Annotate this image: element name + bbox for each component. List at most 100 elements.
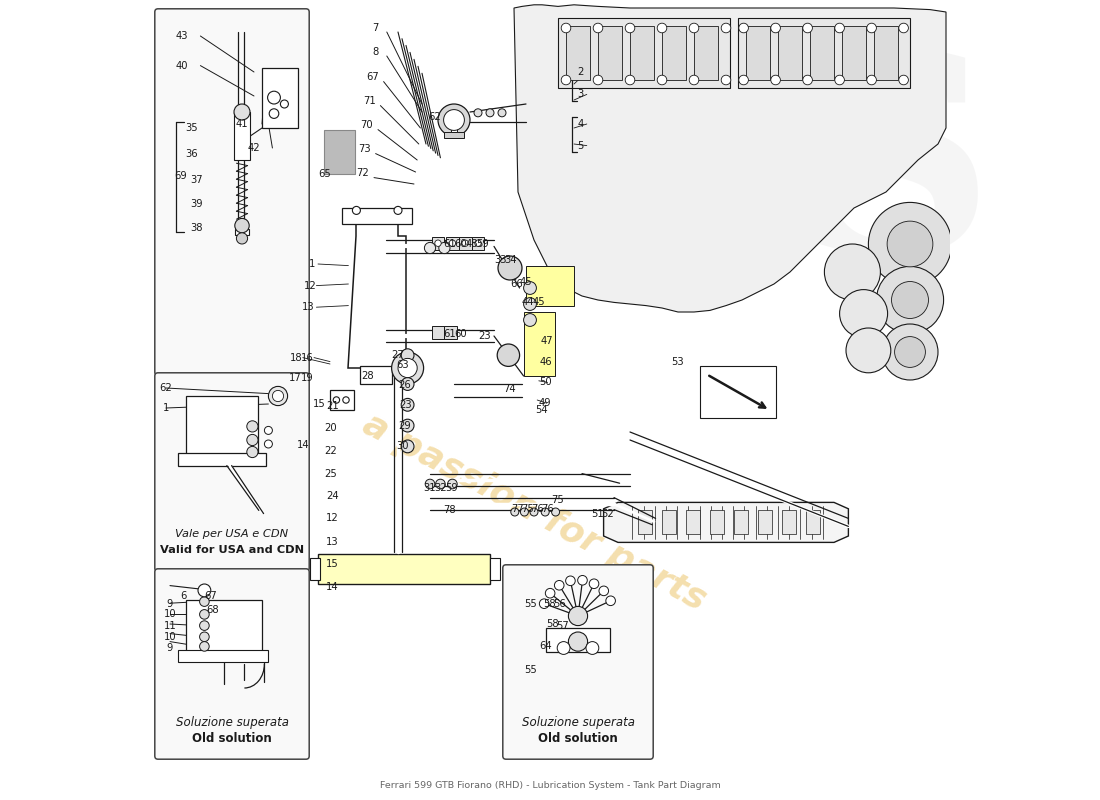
Text: 62: 62 bbox=[428, 112, 441, 122]
Text: 10: 10 bbox=[164, 610, 176, 619]
Bar bbox=[431, 237, 444, 250]
Text: 31: 31 bbox=[424, 483, 437, 493]
Circle shape bbox=[198, 584, 211, 597]
Bar bbox=[782, 510, 796, 534]
Circle shape bbox=[554, 581, 564, 590]
Bar bbox=[630, 26, 654, 80]
Text: 78: 78 bbox=[443, 505, 455, 514]
Circle shape bbox=[722, 23, 730, 33]
Circle shape bbox=[891, 282, 928, 318]
Text: 28: 28 bbox=[361, 371, 374, 381]
Text: 15: 15 bbox=[326, 559, 339, 569]
FancyBboxPatch shape bbox=[155, 9, 309, 375]
Text: 27: 27 bbox=[392, 350, 405, 360]
Circle shape bbox=[690, 23, 698, 33]
Text: 23: 23 bbox=[399, 400, 412, 410]
Text: 35: 35 bbox=[185, 123, 198, 133]
Circle shape bbox=[264, 426, 273, 434]
Text: 24: 24 bbox=[326, 491, 339, 501]
Text: 39: 39 bbox=[190, 199, 202, 209]
Circle shape bbox=[541, 508, 549, 516]
Bar bbox=[310, 558, 320, 580]
Text: 60: 60 bbox=[454, 239, 466, 249]
Circle shape bbox=[722, 75, 730, 85]
Circle shape bbox=[739, 75, 748, 85]
Text: Soluzione superata: Soluzione superata bbox=[176, 716, 288, 729]
Circle shape bbox=[475, 240, 481, 246]
Circle shape bbox=[899, 75, 909, 85]
Bar bbox=[444, 132, 463, 138]
Bar bbox=[638, 510, 652, 534]
Circle shape bbox=[439, 242, 450, 254]
Circle shape bbox=[606, 596, 615, 606]
Text: 25: 25 bbox=[324, 469, 338, 478]
Circle shape bbox=[565, 576, 575, 586]
Circle shape bbox=[657, 75, 667, 85]
Text: 13: 13 bbox=[302, 302, 315, 312]
Text: 38: 38 bbox=[190, 223, 202, 233]
Text: 42: 42 bbox=[248, 143, 261, 153]
Text: 14: 14 bbox=[297, 440, 310, 450]
Bar bbox=[262, 68, 298, 128]
Circle shape bbox=[402, 378, 414, 390]
Circle shape bbox=[524, 298, 537, 310]
Bar bbox=[874, 26, 898, 80]
Text: 61: 61 bbox=[443, 239, 456, 249]
Circle shape bbox=[524, 314, 537, 326]
Text: 57: 57 bbox=[557, 621, 569, 630]
Text: 59: 59 bbox=[476, 239, 490, 249]
Circle shape bbox=[434, 240, 441, 246]
Circle shape bbox=[551, 508, 560, 516]
Bar bbox=[738, 18, 910, 88]
Circle shape bbox=[343, 397, 349, 403]
Text: 18: 18 bbox=[290, 353, 303, 362]
Circle shape bbox=[561, 75, 571, 85]
Circle shape bbox=[657, 23, 667, 33]
Text: 6: 6 bbox=[180, 591, 187, 601]
Text: 21: 21 bbox=[326, 402, 339, 411]
Circle shape bbox=[894, 337, 925, 367]
Circle shape bbox=[273, 390, 284, 402]
Circle shape bbox=[449, 240, 455, 246]
Bar bbox=[186, 396, 258, 456]
Polygon shape bbox=[349, 220, 406, 368]
Text: 36: 36 bbox=[185, 149, 198, 158]
Bar bbox=[758, 510, 772, 534]
Text: 72: 72 bbox=[356, 168, 370, 178]
Text: a passion for parts: a passion for parts bbox=[356, 407, 712, 617]
Text: 46: 46 bbox=[540, 357, 552, 366]
Circle shape bbox=[877, 266, 944, 334]
Text: 11: 11 bbox=[164, 621, 176, 630]
Text: 12: 12 bbox=[304, 281, 317, 290]
Bar bbox=[178, 650, 267, 662]
Text: 54: 54 bbox=[536, 406, 548, 415]
Text: 58: 58 bbox=[546, 619, 559, 629]
Bar bbox=[686, 510, 701, 534]
Text: 76: 76 bbox=[541, 504, 554, 514]
Text: 61: 61 bbox=[443, 330, 456, 339]
Circle shape bbox=[402, 419, 414, 432]
Text: 65: 65 bbox=[318, 170, 331, 179]
Circle shape bbox=[625, 23, 635, 33]
Text: 40: 40 bbox=[176, 61, 188, 70]
Text: 5: 5 bbox=[578, 141, 584, 150]
Circle shape bbox=[246, 421, 258, 432]
Circle shape bbox=[600, 586, 608, 596]
Text: 70: 70 bbox=[361, 120, 373, 130]
Text: 66: 66 bbox=[510, 279, 522, 289]
Text: 56: 56 bbox=[553, 599, 566, 609]
Bar bbox=[361, 366, 393, 384]
Circle shape bbox=[593, 23, 603, 33]
Text: 49: 49 bbox=[538, 398, 551, 408]
Text: 14: 14 bbox=[326, 582, 339, 592]
Text: S: S bbox=[794, 42, 994, 310]
Bar bbox=[694, 26, 718, 80]
Circle shape bbox=[524, 282, 537, 294]
Circle shape bbox=[771, 75, 780, 85]
Circle shape bbox=[402, 440, 414, 453]
Circle shape bbox=[443, 110, 464, 130]
Bar bbox=[490, 558, 499, 580]
Circle shape bbox=[569, 632, 587, 651]
Text: 9: 9 bbox=[167, 643, 173, 653]
Text: 45: 45 bbox=[532, 297, 546, 306]
